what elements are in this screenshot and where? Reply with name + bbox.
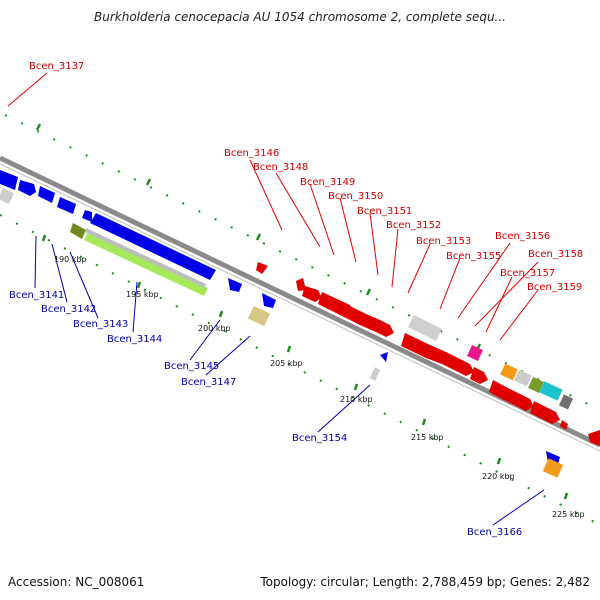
scale-label: 195 kbp [126, 290, 159, 299]
gene-olive-reverse [70, 223, 86, 239]
gene-label: Bcen_3155 [446, 251, 501, 262]
gene-label: Bcen_3166 [467, 527, 522, 538]
topology-text: Topology: circular; Length: 2,788,459 bp… [260, 575, 590, 589]
gene-label: Bcen_3143 [73, 319, 128, 330]
backbone-line-2 [0, 163, 600, 452]
scale-label: 200 kbp [198, 324, 231, 333]
gene-label: Bcen_3158 [528, 249, 583, 260]
gene-label: Bcen_3151 [357, 206, 412, 217]
scale-label: 190 kbp [54, 255, 87, 264]
gene-label: Bcen_3144 [107, 334, 162, 345]
inner-major-ticks [41, 234, 569, 500]
gene-label: Bcen_3156 [495, 231, 550, 242]
gene-label: Bcen_3149 [300, 177, 355, 188]
gene-cyan [539, 381, 563, 401]
gene-label: Bcen_3142 [41, 304, 96, 315]
gene-lightgray-1 [514, 369, 532, 387]
gene-gray-strip [85, 228, 206, 288]
reverse-genes [0, 170, 560, 464]
gene-label: Bcen_3141 [9, 290, 64, 301]
scale-label: 220 kbp [482, 472, 515, 481]
gene-khaki [247, 305, 271, 327]
accession-text: Accession: NC_008061 [8, 575, 145, 589]
reverse-gene-labels: Bcen_3141 Bcen_3142 Bcen_3143 Bcen_3144 … [9, 290, 522, 538]
scale-label: 210 kbp [340, 395, 373, 404]
scale-label: 205 kbp [270, 359, 303, 368]
gene-label: Bcen_3147 [181, 377, 236, 388]
gene-gray-reverse-1 [0, 188, 14, 204]
scale-label: 215 kbp [411, 433, 444, 442]
forward-leader-lines [7, 72, 539, 341]
gene-label: Bcen_3148 [253, 162, 308, 173]
reverse-leader-lines [34, 235, 545, 526]
gene-orange-2 [542, 458, 564, 478]
gene-label: Bcen_3137 [29, 61, 84, 72]
scale-labels: 190 kbp 195 kbp 200 kbp 205 kbp 210 kbp … [54, 255, 585, 519]
gene-olive [528, 377, 544, 393]
gene-orange-1 [500, 363, 518, 381]
forward-gene-labels: Bcen_3137 Bcen_3146 Bcen_3148 Bcen_3149 … [29, 61, 583, 293]
gene-label: Bcen_3152 [386, 220, 441, 231]
gene-magenta [467, 345, 483, 361]
gene-label: Bcen_3145 [164, 361, 219, 372]
gene-label: Bcen_3159 [527, 282, 582, 293]
gene-label: Bcen_3153 [416, 236, 471, 247]
gene-label: Bcen_3157 [500, 268, 555, 279]
scale-label: 225 kbp [552, 510, 585, 519]
gene-label: Bcen_3154 [292, 433, 347, 444]
gene-lightgreen [84, 232, 208, 296]
gene-gray-forward [408, 315, 442, 341]
map-title: Burkholderia cenocepacia AU 1054 chromos… [94, 10, 506, 24]
gene-label: Bcen_3146 [224, 148, 279, 159]
gene-darkgray [558, 394, 574, 410]
forward-genes [256, 262, 600, 446]
gene-label: Bcen_3150 [328, 191, 383, 202]
gene-white-gray [369, 367, 381, 381]
